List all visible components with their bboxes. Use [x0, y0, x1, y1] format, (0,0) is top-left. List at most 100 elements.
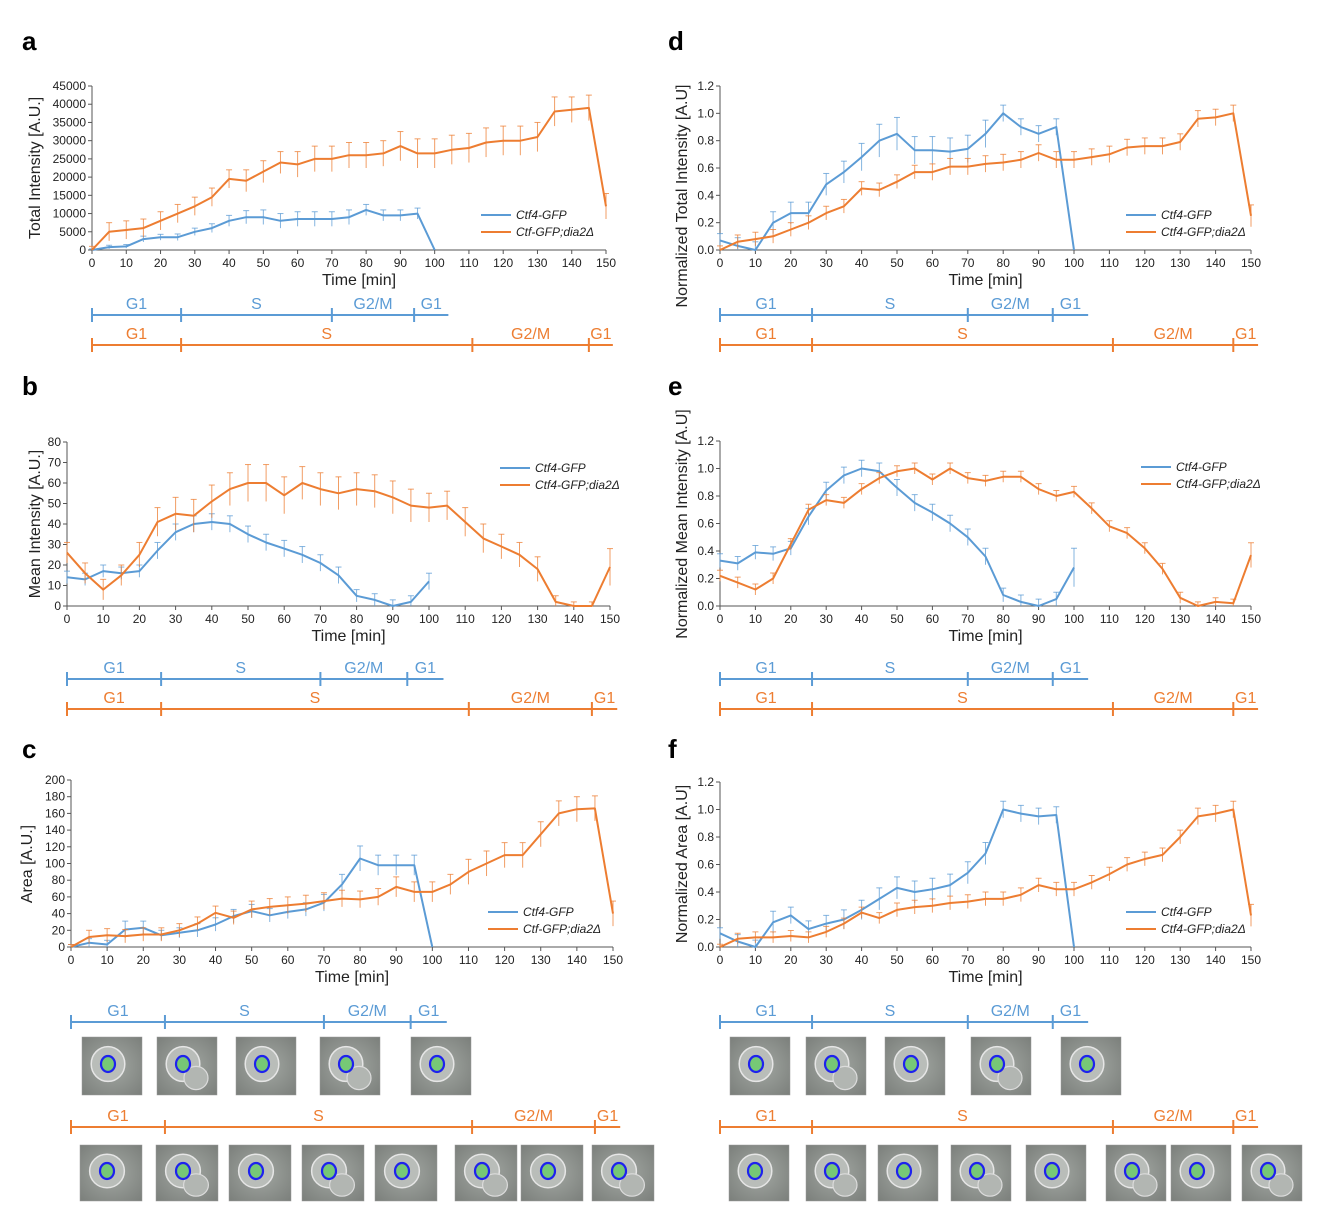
- y-tick-label: 40: [52, 907, 66, 921]
- nucleus-outline: [98, 1161, 116, 1181]
- phase-label: S: [885, 1003, 896, 1020]
- chart-panel-d: d 0.0 0.2 0.4 0.6 0.8 1.0 1.2 0 10 20 30 40 50 60 70 80 9…: [668, 26, 1261, 307]
- phase-label: S: [885, 296, 896, 313]
- micrograph-ctf4-left: [81, 1036, 143, 1096]
- y-axis-title: Area [A.U.]: [19, 825, 36, 903]
- phase-label: G1: [103, 660, 124, 677]
- x-tick-label: 20: [784, 953, 798, 967]
- phase-label: G2/M: [991, 660, 1030, 677]
- x-tick-label: 10: [749, 612, 763, 626]
- x-tick-label: 60: [291, 256, 305, 270]
- x-tick-label: 50: [245, 953, 259, 967]
- x-tick-label: 130: [527, 256, 547, 270]
- y-tick-label: 70: [48, 456, 62, 470]
- legend-entry: Ctf4-GFP: [1161, 208, 1212, 222]
- y-tick-label: 35000: [53, 115, 87, 129]
- y-tick-label: 0.8: [697, 134, 714, 148]
- series-line: [66, 521, 430, 607]
- x-tick-label: 100: [419, 612, 439, 626]
- bud-cell: [482, 1173, 509, 1197]
- phase-label: G2/M: [1154, 1108, 1193, 1125]
- y-tick-label: 25000: [53, 152, 87, 166]
- y-axis-title: Total Intensity [A.U.]: [27, 97, 44, 239]
- x-tick-label: 40: [855, 953, 869, 967]
- series-ctf4-gfp: [717, 104, 1075, 251]
- gfp-signal: [612, 1164, 626, 1178]
- y-tick-label: 0.6: [697, 858, 714, 872]
- series-line: [719, 467, 1252, 607]
- x-tick-label: 140: [564, 612, 584, 626]
- y-tick-label: 100: [45, 857, 65, 871]
- nucleus-outline: [337, 1054, 355, 1074]
- series-ctf4-gfp: [717, 459, 1077, 607]
- x-tick-label: 70: [961, 612, 975, 626]
- gfp-signal: [395, 1164, 409, 1178]
- phase-label: G2/M: [1154, 326, 1193, 343]
- x-tick-label: 150: [603, 953, 623, 967]
- legend-entry: Ctf-GFP;dia2Δ: [516, 225, 594, 239]
- gfp-signal: [176, 1057, 190, 1071]
- x-tick-label: 30: [820, 953, 834, 967]
- gfp-signal: [176, 1164, 190, 1178]
- bud-cell: [183, 1173, 210, 1197]
- gfp-signal: [748, 1164, 762, 1178]
- y-axis-title: Mean Intensity [A.U.]: [27, 450, 44, 599]
- x-tick-label: 20: [154, 256, 168, 270]
- x-tick-label: 10: [100, 953, 114, 967]
- x-tick-label: 40: [855, 256, 869, 270]
- y-tick-label: 10000: [53, 207, 87, 221]
- x-tick-label: 140: [1206, 953, 1226, 967]
- phase-label: G1: [755, 326, 776, 343]
- x-tick-label: 150: [596, 256, 616, 270]
- y-tick-label: 30: [48, 538, 62, 552]
- phase-label: G1: [1235, 690, 1256, 707]
- gfp-signal: [475, 1164, 489, 1178]
- y-tick-label: 40000: [53, 97, 87, 111]
- phase-label: G1: [597, 1108, 618, 1125]
- y-tick-label: 0.8: [697, 489, 714, 503]
- x-tick-label: 20: [784, 256, 798, 270]
- x-tick-label: 40: [222, 256, 236, 270]
- x-tick-label: 70: [317, 953, 331, 967]
- legend-entry: Ctf4-GFP;dia2Δ: [535, 478, 620, 492]
- nucleus-outline: [1123, 1161, 1141, 1181]
- phase-label: G1: [1235, 326, 1256, 343]
- x-tick-label: 0: [717, 953, 724, 967]
- panel-letter: a: [22, 26, 37, 56]
- phase-label: S: [251, 296, 262, 313]
- nucleus-outline: [610, 1161, 628, 1181]
- y-tick-label: 120: [45, 840, 65, 854]
- series-line: [719, 808, 1252, 948]
- x-tick-label: 110: [459, 953, 478, 967]
- phase-label: G1: [755, 296, 776, 313]
- micrograph-dia2-left: [228, 1144, 292, 1202]
- y-tick-label: 160: [45, 806, 65, 820]
- chart-panel-a: a 0 5000 10000 15000 20000 25000 30000 35000 4000…: [22, 26, 616, 289]
- phase-label: G1: [1060, 1003, 1081, 1020]
- gfp-signal: [749, 1057, 763, 1071]
- x-tick-label: 120: [1135, 953, 1155, 967]
- x-tick-label: 40: [205, 612, 219, 626]
- phase-bar-e-dia2: G1 S G2/M G1: [719, 690, 1259, 716]
- phase-label: G1: [126, 326, 147, 343]
- micrograph-dia2-right: [728, 1144, 790, 1202]
- panel-letter: f: [668, 734, 677, 764]
- micrograph-dia2-left: [155, 1144, 219, 1202]
- x-tick-label: 100: [422, 953, 442, 967]
- phase-bar-a-dia2: G1 S G2/M G1: [91, 326, 613, 352]
- gfp-signal: [255, 1057, 269, 1071]
- x-tick-label: 0: [717, 256, 724, 270]
- micrograph-ctf4-right: [805, 1036, 867, 1096]
- micrograph-dia2-left: [301, 1144, 365, 1202]
- series-dia2-mutant: [89, 94, 609, 251]
- y-tick-label: 40: [48, 517, 62, 531]
- nucleus-outline: [320, 1161, 338, 1181]
- x-tick-label: 120: [1135, 256, 1155, 270]
- series-ctf4-gfp: [717, 800, 1075, 948]
- nucleus-outline: [895, 1161, 913, 1181]
- gfp-signal: [990, 1057, 1004, 1071]
- x-tick-label: 70: [961, 256, 975, 270]
- x-tick-label: 80: [359, 256, 373, 270]
- x-tick-label: 80: [997, 256, 1011, 270]
- y-tick-label: 80: [48, 435, 62, 449]
